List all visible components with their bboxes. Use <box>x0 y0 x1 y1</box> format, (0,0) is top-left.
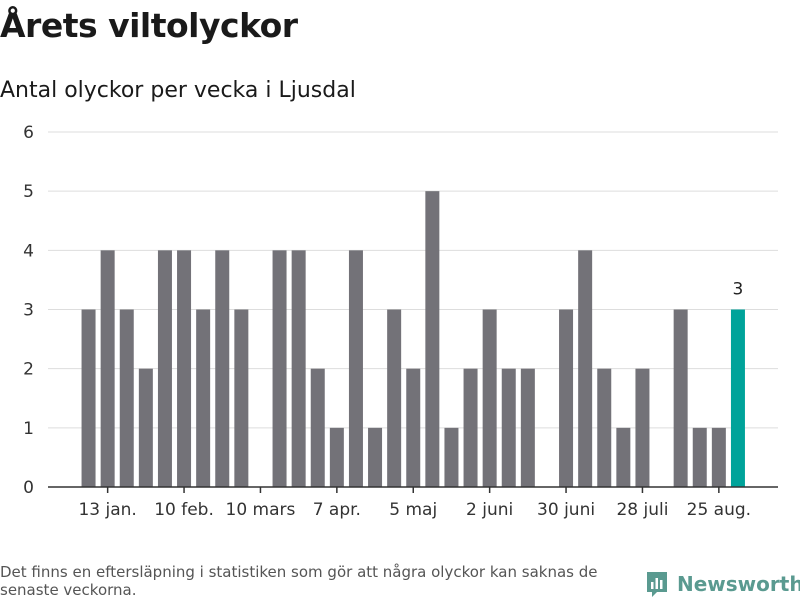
chart-title: Årets viltolyckor <box>0 6 298 45</box>
bar <box>578 250 593 487</box>
bar <box>329 427 344 487</box>
chart-subtitle: Antal olyckor per vecka i Ljusdal <box>0 78 356 103</box>
bar <box>673 309 688 487</box>
bar <box>616 427 631 487</box>
bar <box>234 309 249 487</box>
y-tick-label: 0 <box>23 478 34 498</box>
x-tick-label: 25 aug. <box>687 500 751 520</box>
bar <box>100 250 115 487</box>
x-tick-label: 2 juni <box>466 500 513 520</box>
bar <box>635 368 650 487</box>
x-tick-label: 10 mars <box>226 500 296 520</box>
bar <box>119 309 134 487</box>
x-tick-label: 5 maj <box>389 500 437 520</box>
y-tick-label: 1 <box>23 419 34 439</box>
bar <box>348 250 363 487</box>
bar <box>520 368 535 487</box>
bar <box>138 368 153 487</box>
y-tick-label: 4 <box>23 241 34 261</box>
x-tick-label: 28 juli <box>616 500 668 520</box>
bar <box>501 368 516 487</box>
bar-chart: 0 1 2 3 4 5 6 3 13 jan. 10 feb. 10 mars 7 apr. 5 maj… <box>23 123 778 520</box>
data-label: 3 <box>733 280 744 300</box>
bar <box>291 250 306 487</box>
bar <box>177 250 192 487</box>
newsworthy-logo-icon <box>647 572 667 597</box>
x-tick-label: 30 juni <box>537 500 595 520</box>
bar <box>444 427 459 487</box>
bar <box>711 427 726 487</box>
bar <box>559 309 574 487</box>
y-tick-label: 6 <box>23 123 34 143</box>
bar <box>368 427 383 487</box>
bar <box>692 427 707 487</box>
bar <box>597 368 612 487</box>
y-tick-label: 5 <box>23 182 34 202</box>
bar <box>215 250 230 487</box>
bar <box>157 250 172 487</box>
bar <box>310 368 325 487</box>
bar <box>406 368 421 487</box>
bar <box>81 309 96 487</box>
bar <box>196 309 211 487</box>
bar <box>482 309 497 487</box>
bar <box>463 368 478 487</box>
bar-highlight <box>730 309 745 487</box>
footnote: Det finns en eftersläpning i statistiken… <box>0 563 598 599</box>
y-tick-label: 3 <box>23 301 34 321</box>
x-tick-label: 10 feb. <box>154 500 214 520</box>
bar <box>425 191 440 487</box>
x-tick-label: 13 jan. <box>78 500 136 520</box>
bar <box>272 250 287 487</box>
x-tick-label: 7 apr. <box>313 500 361 520</box>
y-tick-label: 2 <box>23 360 34 380</box>
bar <box>387 309 402 487</box>
brand: Newsworthy <box>645 570 800 598</box>
brand-name: Newsworthy <box>677 572 800 596</box>
